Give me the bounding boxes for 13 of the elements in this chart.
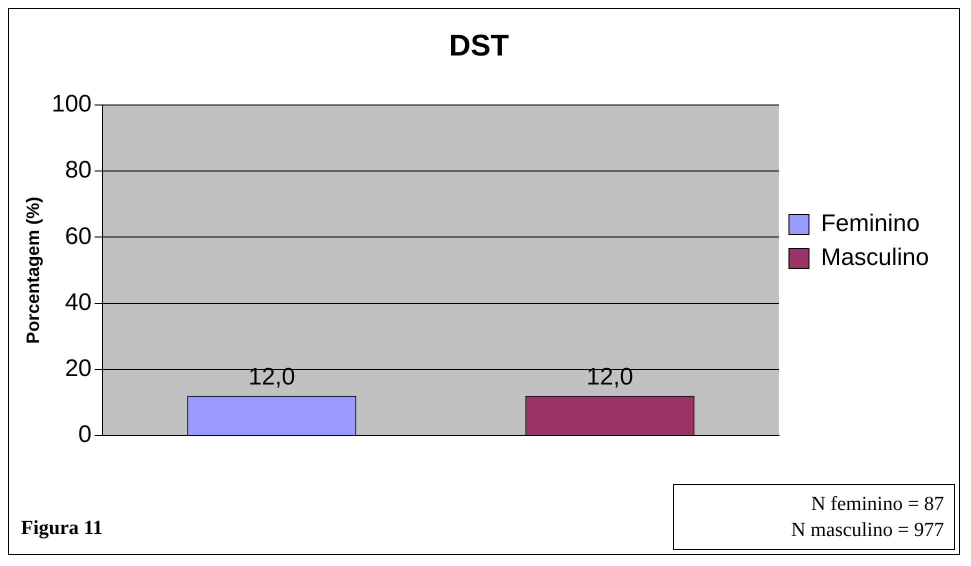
legend-label: Masculino [820, 244, 929, 272]
y-tick-label: 60 [64, 222, 92, 250]
y-tick-label: 0 [78, 421, 92, 448]
chart-title: DST [449, 29, 509, 62]
y-tick-label: 40 [64, 288, 92, 316]
legend-label: Feminino [820, 210, 920, 238]
y-axis-title: Porcentagem (%) [22, 196, 43, 344]
y-tick-label: 80 [64, 156, 92, 184]
text: Figura 11 [21, 517, 103, 540]
text: N masculino = 977 [790, 518, 944, 543]
y-tick-label: 100 [52, 90, 92, 118]
y-tick-label: 20 [64, 355, 92, 382]
text: N feminino = 87 [810, 492, 944, 517]
